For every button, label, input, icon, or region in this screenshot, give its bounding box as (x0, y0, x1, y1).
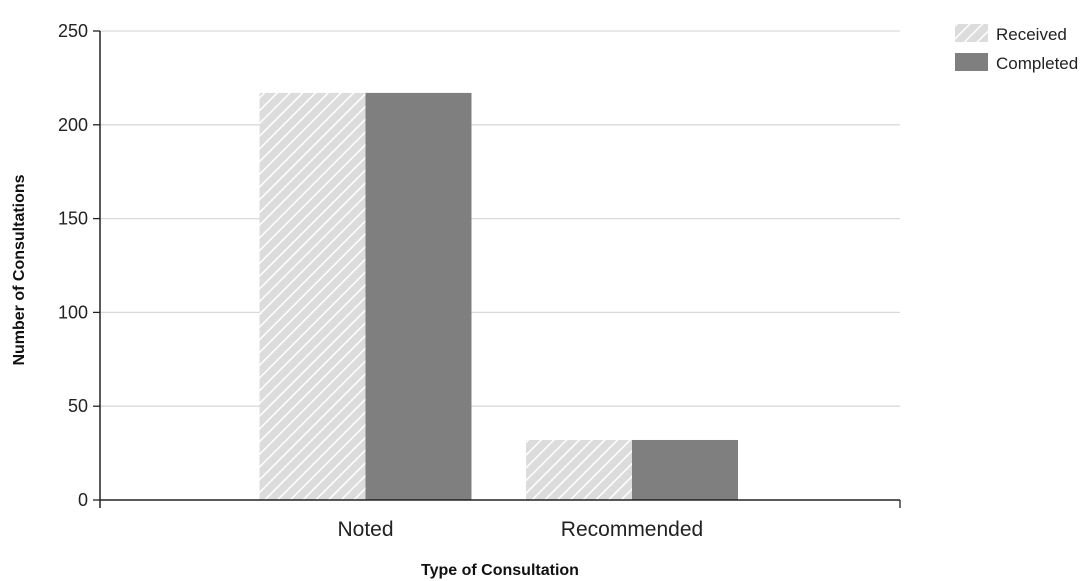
y-tick-label-200: 200 (58, 115, 88, 135)
y-tick-label-0: 0 (78, 490, 88, 510)
bar-received-noted (259, 92, 366, 501)
y-axis-title: Number of Consultations (11, 174, 28, 365)
y-tick-label-100: 100 (58, 302, 88, 322)
bar-completed-noted (365, 92, 472, 501)
x-category-label-recommended: Recommended (561, 518, 703, 541)
bar-completed-recommended (632, 439, 738, 500)
x-category-label-noted: Noted (337, 518, 393, 541)
legend-label-received: Received (996, 25, 1067, 44)
y-tick-label-250: 250 (58, 21, 88, 41)
gridlines (100, 30, 900, 407)
labels: 0 50 100 150 200 250 Noted Recommended (58, 21, 703, 541)
bars (259, 92, 738, 501)
x-axis-title: Type of Consultation (421, 562, 579, 579)
legend-swatch-completed (955, 53, 988, 71)
bar-received-recommended (526, 439, 632, 500)
axes (93, 30, 901, 508)
y-tick-label-50: 50 (68, 396, 88, 416)
legend-label-completed: Completed (996, 54, 1078, 73)
legend-swatch-received (955, 24, 988, 42)
legend: Received Completed (955, 24, 1078, 73)
y-tick-label-150: 150 (58, 209, 88, 229)
